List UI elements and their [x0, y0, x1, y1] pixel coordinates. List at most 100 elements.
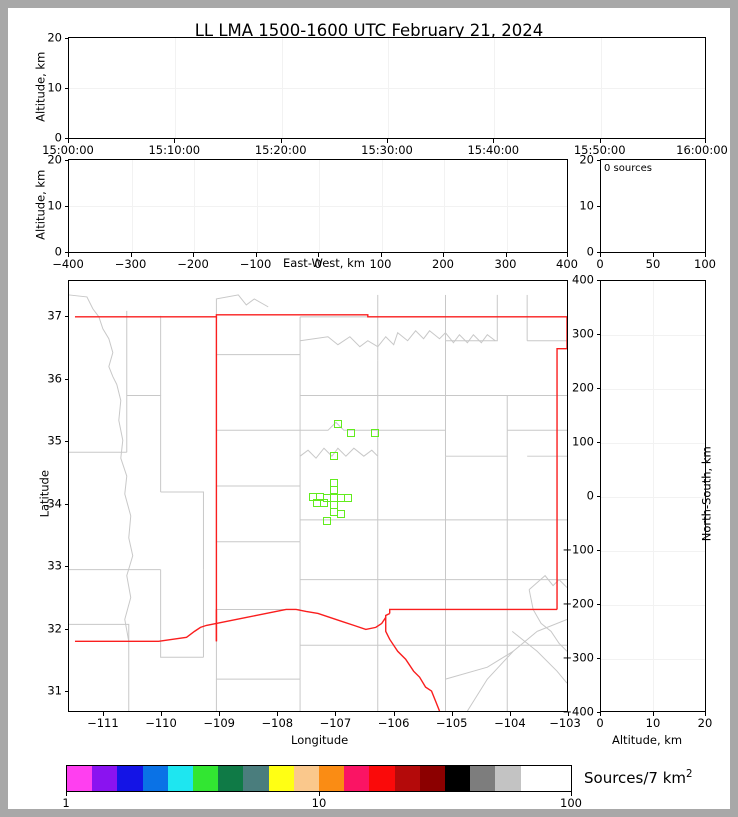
ticklabel: 400 [572, 272, 594, 287]
ticklabel: 10 [645, 716, 661, 730]
ticklabel: 0 [54, 130, 62, 145]
gridline [194, 160, 195, 252]
tick [596, 550, 600, 551]
gridline [69, 206, 567, 207]
colorbar-tick [66, 792, 67, 796]
ticklabel: 0 [596, 716, 604, 730]
gridline [601, 497, 705, 498]
gridline [381, 160, 383, 252]
tick [596, 388, 600, 389]
ticklabel: 37 [47, 308, 62, 323]
source-count-annotation: 0 sources [604, 163, 652, 174]
ticklabel: −108 [261, 716, 294, 730]
ticklabel: −100 [562, 542, 594, 557]
axis-label-latitude: Latitude [37, 470, 52, 518]
ticklabel: 34 [47, 496, 62, 511]
tick [68, 253, 69, 257]
colorbar-band [394, 766, 420, 791]
panel-north-south-height[interactable] [600, 280, 706, 712]
tick [64, 252, 68, 253]
colorbar-band [193, 766, 219, 791]
lma-source-marker [329, 508, 338, 517]
ticklabel: 16:00:00 [676, 143, 728, 157]
tick [277, 712, 279, 716]
tick [705, 253, 706, 257]
tick [64, 379, 68, 380]
ticklabel: −109 [203, 716, 235, 730]
axis-label-north-south: North-South, km [699, 446, 714, 542]
tick [599, 139, 601, 143]
colorbar-band [243, 766, 269, 791]
panel-time-height[interactable] [68, 37, 706, 139]
gridline [131, 160, 133, 252]
tick [64, 441, 68, 442]
tick [64, 629, 68, 630]
tick [318, 253, 319, 257]
gridline [601, 443, 705, 444]
tick [596, 160, 600, 161]
tick [653, 712, 654, 716]
tick [451, 712, 453, 716]
tick [387, 139, 388, 143]
ticklabel: 15:10:00 [148, 143, 201, 157]
ticklabel: 100 [369, 257, 392, 271]
gridline [601, 659, 705, 660]
tick [255, 253, 257, 257]
colorbar-band [293, 766, 320, 791]
colorbar-band [419, 766, 446, 791]
ticklabel: 15:20:00 [254, 143, 307, 157]
axis-label-east-west: East-West, km [283, 256, 365, 270]
lma-source-marker [336, 509, 345, 518]
panel-altitude-histogram[interactable]: 0 sources [600, 159, 706, 253]
panel-plan-view-map[interactable] [68, 280, 568, 712]
ticklabel: 20 [697, 716, 713, 730]
colorbar-band [218, 766, 244, 791]
ticklabel: −300 [562, 650, 594, 665]
lma-source-marker [346, 428, 355, 437]
gridline [444, 160, 445, 252]
ticklabel: 20 [47, 30, 62, 45]
tick [596, 604, 600, 605]
ticklabel: −106 [377, 716, 410, 730]
lma-source-marker [309, 493, 318, 501]
colorbar-ticklabel: 1 [62, 796, 70, 810]
tick [193, 253, 194, 257]
lma-source-marker [319, 498, 328, 507]
tick [64, 691, 68, 692]
ticklabel: 0 [586, 244, 594, 259]
gridline [601, 551, 705, 552]
colorbar[interactable] [66, 765, 572, 792]
tick [64, 504, 68, 505]
panel-east-west-height[interactable] [68, 159, 568, 253]
lma-source-marker [329, 451, 338, 460]
tick [596, 280, 600, 281]
lma-source-marker [370, 428, 379, 437]
ticklabel: −100 [239, 257, 272, 271]
tick [567, 253, 568, 257]
colorbar-tick [319, 792, 320, 796]
ticklabel: 36 [47, 371, 62, 386]
lma-source-marker [329, 486, 338, 495]
ticklabel: 10 [47, 198, 62, 213]
ticklabel: −107 [319, 716, 352, 730]
tick [64, 206, 68, 207]
ticklabel: 50 [645, 257, 661, 271]
tick [443, 253, 444, 257]
colorbar-band [319, 766, 345, 791]
tick [568, 712, 569, 716]
tick [596, 442, 600, 443]
ticklabel: 200 [572, 380, 594, 395]
ticklabel: 0 [596, 257, 604, 271]
ticklabel: 15:40:00 [467, 143, 520, 157]
ticklabel: 20 [47, 152, 62, 167]
ticklabel: −200 [562, 596, 594, 611]
tick [64, 88, 68, 89]
tick [705, 712, 706, 716]
gridline [281, 38, 283, 138]
tick [653, 253, 654, 257]
colorbar-band [445, 766, 471, 791]
lma-source-marker [329, 479, 338, 488]
ticklabel: −105 [435, 716, 468, 730]
tick [596, 206, 600, 207]
ticklabel: 400 [556, 257, 578, 271]
